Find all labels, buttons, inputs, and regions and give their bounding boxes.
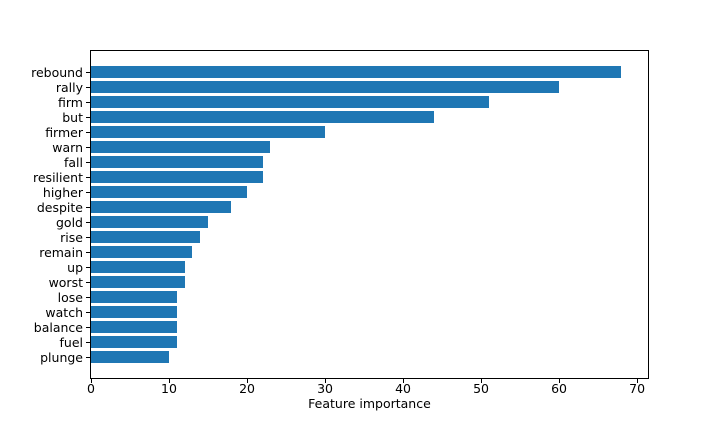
bar-firm: [91, 96, 489, 108]
ytick-label-gold: gold: [56, 214, 83, 230]
ytick-label-lose: lose: [57, 289, 83, 305]
ytick-label-balance: balance: [33, 319, 83, 335]
ytick-label-fall: fall: [63, 154, 83, 170]
ytick-label-warn: warn: [52, 139, 83, 155]
xtick-label-40: 40: [395, 381, 411, 396]
ytick-resilient: [86, 176, 90, 178]
xtick-50: [480, 379, 482, 383]
ytick-warn: [86, 146, 90, 148]
ytick-label-higher: higher: [42, 184, 83, 200]
ytick-despite: [86, 206, 90, 208]
ytick-label-rebound: rebound: [31, 64, 83, 80]
bar-fuel: [91, 336, 177, 348]
ytick-firmer: [86, 131, 90, 133]
bar-watch: [91, 306, 177, 318]
xtick-label-60: 60: [551, 381, 568, 396]
bar-plunge: [91, 351, 169, 363]
xtick-label-50: 50: [473, 381, 489, 396]
ytick-but: [86, 116, 90, 118]
bar-rebound: [91, 66, 622, 78]
bar-warn: [91, 141, 271, 153]
ytick-fuel: [86, 341, 90, 343]
ytick-higher: [86, 191, 90, 193]
ytick-label-remain: remain: [39, 244, 83, 260]
ytick-label-despite: despite: [36, 199, 83, 215]
bar-gold: [91, 216, 209, 228]
bar-resilient: [91, 171, 263, 183]
ytick-remain: [86, 251, 90, 253]
ytick-label-rise: rise: [60, 229, 83, 245]
ytick-label-rally: rally: [55, 79, 83, 95]
ytick-label-fuel: fuel: [59, 334, 84, 350]
bar-worst: [91, 276, 185, 288]
ytick-label-plunge: plunge: [40, 349, 83, 365]
ytick-label-firmer: firmer: [45, 124, 83, 140]
ytick-label-firm: firm: [58, 94, 83, 110]
bar-rise: [91, 231, 201, 243]
ytick-label-resilient: resilient: [33, 169, 83, 185]
ytick-balance: [86, 326, 90, 328]
xtick-0: [90, 379, 92, 383]
xtick-label-0: 0: [87, 381, 95, 396]
xtick-label-10: 10: [161, 381, 177, 396]
xtick-20: [246, 379, 248, 383]
xtick-label-30: 30: [317, 381, 333, 396]
xtick-40: [402, 379, 404, 383]
bar-higher: [91, 186, 248, 198]
bar-rally: [91, 81, 560, 93]
ytick-rally: [86, 86, 90, 88]
ytick-plunge: [86, 356, 90, 358]
ytick-watch: [86, 311, 90, 313]
ytick-label-up: up: [67, 259, 83, 275]
ytick-gold: [86, 221, 90, 223]
ytick-firm: [86, 101, 90, 103]
ytick-up: [86, 266, 90, 268]
xtick-60: [558, 379, 560, 383]
plot-area: [90, 50, 649, 379]
bar-despite: [91, 201, 232, 213]
xtick-70: [636, 379, 638, 383]
bar-balance: [91, 321, 177, 333]
xtick-label-20: 20: [239, 381, 255, 396]
x-axis-label: Feature importance: [308, 396, 431, 411]
bar-up: [91, 261, 185, 273]
ytick-fall: [86, 161, 90, 163]
xtick-label-70: 70: [629, 381, 646, 396]
xtick-10: [168, 379, 170, 383]
ytick-rebound: [86, 71, 90, 73]
bar-fall: [91, 156, 263, 168]
xtick-30: [324, 379, 326, 383]
bar-firmer: [91, 126, 326, 138]
ytick-label-watch: watch: [45, 304, 83, 320]
ytick-rise: [86, 236, 90, 238]
ytick-worst: [86, 281, 90, 283]
bar-lose: [91, 291, 177, 303]
bar-remain: [91, 246, 193, 258]
ytick-label-worst: worst: [48, 274, 83, 290]
ytick-label-but: but: [62, 109, 83, 125]
bar-but: [91, 111, 435, 123]
ytick-lose: [86, 296, 90, 298]
